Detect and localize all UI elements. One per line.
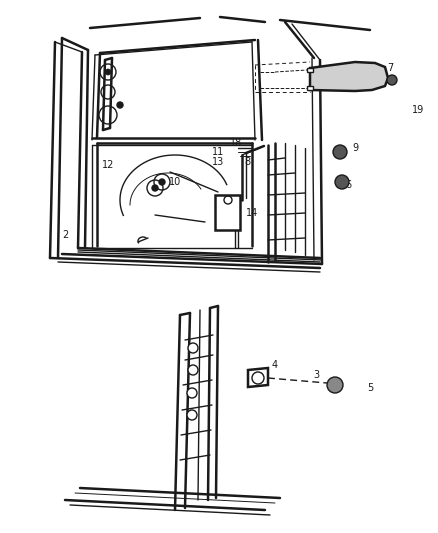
Polygon shape: [310, 62, 388, 91]
Circle shape: [117, 102, 123, 108]
Text: 18: 18: [230, 138, 242, 148]
Text: 19: 19: [412, 105, 424, 115]
Circle shape: [187, 410, 197, 420]
Text: 5: 5: [367, 383, 373, 393]
Text: 6: 6: [345, 180, 351, 190]
Text: 8: 8: [244, 157, 250, 167]
Circle shape: [327, 377, 343, 393]
Text: 12: 12: [102, 160, 114, 170]
Circle shape: [105, 69, 111, 75]
Text: 2: 2: [62, 230, 68, 240]
Circle shape: [335, 175, 349, 189]
Circle shape: [187, 388, 197, 398]
Text: 11: 11: [212, 147, 224, 157]
Text: 14: 14: [246, 208, 258, 218]
Polygon shape: [248, 368, 268, 387]
Polygon shape: [307, 68, 313, 72]
Text: 4: 4: [272, 360, 278, 370]
Circle shape: [159, 179, 165, 185]
Text: 10: 10: [169, 177, 181, 187]
Text: 13: 13: [212, 157, 224, 167]
Text: 7: 7: [387, 63, 393, 73]
Text: 3: 3: [313, 370, 319, 380]
Circle shape: [152, 185, 158, 191]
Circle shape: [387, 75, 397, 85]
Polygon shape: [215, 195, 240, 230]
Circle shape: [333, 145, 347, 159]
Text: 9: 9: [352, 143, 358, 153]
Circle shape: [188, 343, 198, 353]
Circle shape: [188, 365, 198, 375]
Polygon shape: [307, 86, 313, 90]
